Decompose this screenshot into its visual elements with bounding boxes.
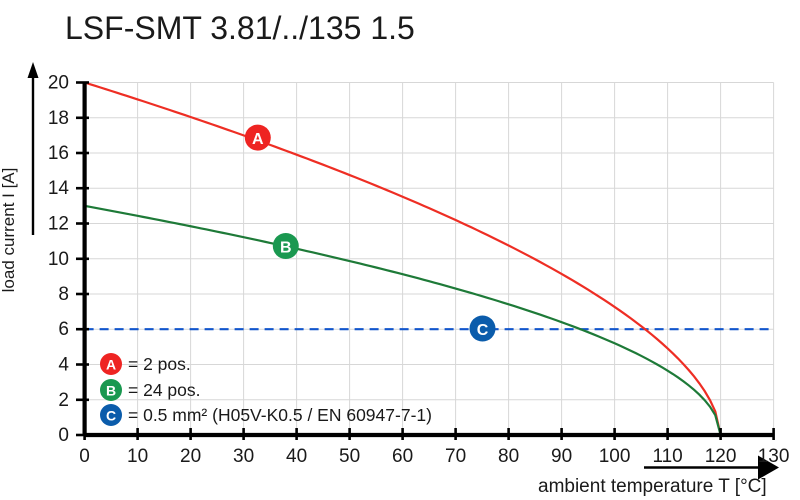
- svg-text:120: 120: [705, 446, 737, 467]
- svg-text:8: 8: [58, 284, 69, 305]
- svg-text:load current I [A]: load current I [A]: [0, 168, 18, 293]
- svg-text:70: 70: [445, 446, 466, 467]
- svg-text:18: 18: [48, 108, 69, 129]
- svg-text:0: 0: [79, 446, 90, 467]
- svg-text:2: 2: [58, 390, 69, 411]
- svg-text:= 2 pos.: = 2 pos.: [128, 354, 191, 374]
- svg-text:40: 40: [286, 446, 307, 467]
- svg-text:B: B: [280, 240, 292, 257]
- svg-text:12: 12: [48, 214, 69, 235]
- svg-text:= 24 pos.: = 24 pos.: [128, 380, 201, 400]
- svg-text:A: A: [252, 131, 264, 148]
- svg-text:80: 80: [498, 446, 519, 467]
- svg-text:= 0.5 mm² (H05V-K0.5 / EN 6094: = 0.5 mm² (H05V-K0.5 / EN 60947-7-1): [128, 405, 432, 425]
- svg-text:10: 10: [48, 249, 69, 270]
- svg-text:110: 110: [652, 446, 682, 467]
- svg-text:B: B: [106, 383, 116, 399]
- svg-text:10: 10: [127, 446, 148, 467]
- svg-text:6: 6: [58, 319, 69, 340]
- svg-text:90: 90: [551, 446, 572, 467]
- svg-text:20: 20: [48, 73, 69, 94]
- svg-text:C: C: [106, 408, 116, 424]
- svg-text:0: 0: [58, 425, 69, 446]
- svg-text:30: 30: [233, 446, 254, 467]
- svg-text:20: 20: [180, 446, 201, 467]
- svg-text:100: 100: [599, 446, 631, 467]
- svg-text:A: A: [106, 357, 116, 373]
- svg-text:130: 130: [758, 446, 790, 467]
- svg-text:C: C: [477, 322, 489, 339]
- svg-text:60: 60: [392, 446, 413, 467]
- svg-text:16: 16: [48, 143, 69, 164]
- svg-text:14: 14: [48, 178, 70, 199]
- svg-text:50: 50: [339, 446, 360, 467]
- svg-text:4: 4: [58, 355, 69, 376]
